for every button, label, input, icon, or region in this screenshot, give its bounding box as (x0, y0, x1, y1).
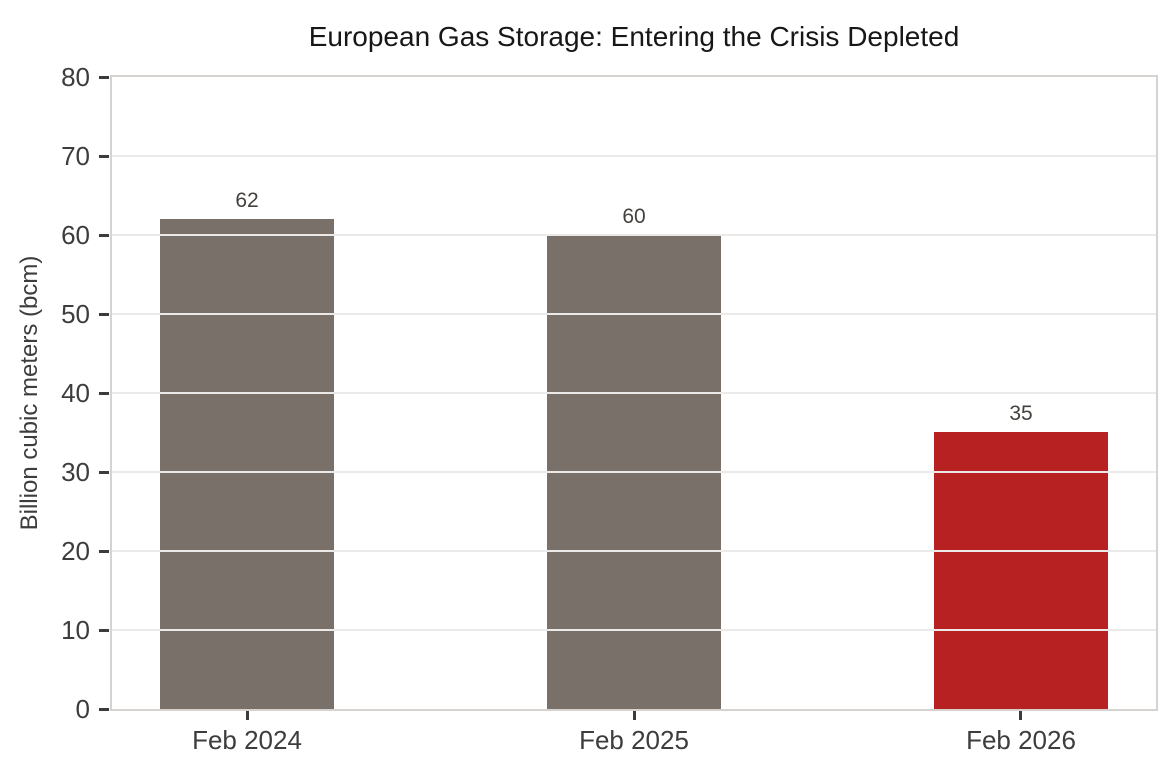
x-axis-tick (1019, 711, 1022, 720)
y-axis-tick (99, 628, 109, 632)
bar-feb-2024 (160, 219, 334, 709)
y-axis-tick-label: 80 (61, 62, 90, 92)
y-axis-tick (99, 154, 109, 158)
y-axis-tick-label: 20 (61, 536, 90, 566)
y-axis-tick-label: 10 (61, 615, 90, 645)
gridline (112, 234, 1156, 236)
bar-value-label: 60 (622, 205, 646, 228)
y-axis-tick-label: 70 (61, 141, 90, 171)
y-axis-tick (99, 391, 109, 395)
y-axis-tick-label: 30 (61, 457, 90, 487)
x-axis-tick-label: Feb 2024 (192, 725, 302, 755)
bar-feb-2026 (934, 432, 1108, 709)
y-axis-tick-label: 0 (75, 694, 90, 724)
bar-value-label: 35 (1009, 402, 1033, 425)
gridline (112, 471, 1156, 473)
x-axis-tick (246, 711, 249, 720)
bar-value-label: 62 (235, 189, 259, 212)
y-axis-tick (99, 312, 109, 316)
x-axis-tick-label: Feb 2026 (966, 725, 1076, 755)
y-axis-tick (99, 470, 109, 474)
x-axis-tick (633, 711, 636, 720)
gridline (112, 550, 1156, 552)
y-axis-tick-label: 60 (61, 220, 90, 250)
y-axis-tick-label: 40 (61, 378, 90, 408)
gridline (112, 313, 1156, 315)
y-axis-tick-label: 50 (61, 299, 90, 329)
x-axis-tick-label: Feb 2025 (579, 725, 689, 755)
gridline (112, 392, 1156, 394)
y-axis-tick (99, 549, 109, 553)
chart-title: European Gas Storage: Entering the Crisi… (308, 21, 960, 52)
y-axis-tick (99, 75, 109, 79)
gridline (112, 629, 1156, 631)
y-axis-tick (99, 233, 109, 237)
y-axis-tick (99, 707, 109, 711)
gridline (112, 155, 1156, 157)
